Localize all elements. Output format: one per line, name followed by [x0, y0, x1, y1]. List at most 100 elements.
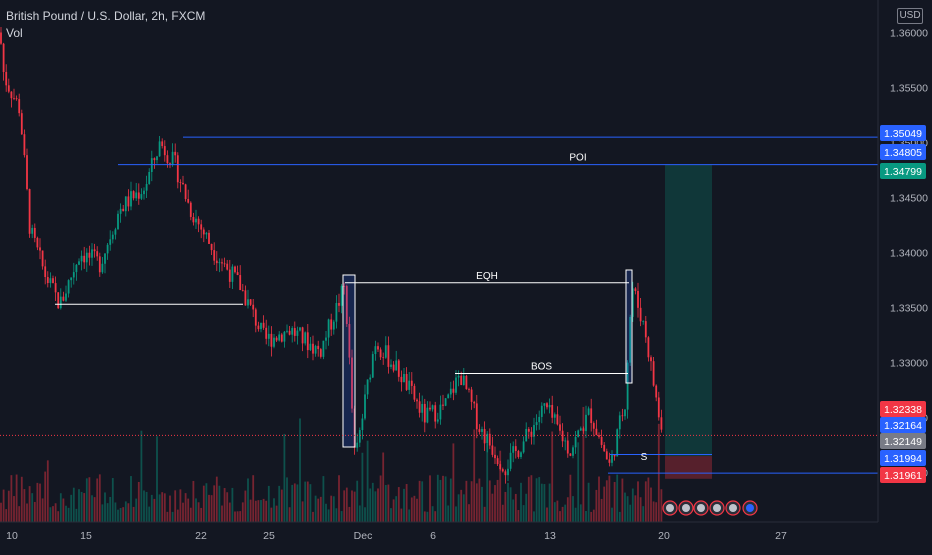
volume-bar: [442, 475, 444, 522]
volume-bar: [569, 474, 572, 522]
volume-bar: [278, 485, 281, 522]
volume-bar: [509, 487, 512, 522]
candle: [423, 403, 426, 423]
volume-bar: [478, 478, 481, 522]
order-block-box: [342, 274, 356, 448]
volume-bar: [340, 511, 343, 522]
candle: [319, 349, 322, 357]
volume-bar: [85, 478, 88, 522]
volume-bar: [59, 493, 62, 522]
candle: [273, 337, 275, 347]
candle: [660, 417, 663, 430]
volume-bar: [356, 480, 359, 522]
candle: [33, 227, 36, 238]
candle: [553, 414, 556, 418]
volume-bar: [603, 486, 606, 522]
volume-bar: [325, 503, 327, 522]
event-flag-icon: [666, 504, 674, 512]
candle: [387, 345, 390, 367]
volume-bar: [83, 493, 86, 522]
candle: [137, 192, 140, 199]
volume-bar: [572, 496, 574, 522]
volume-bar: [338, 475, 340, 522]
candle: [509, 452, 512, 469]
event-flag-icon: [746, 504, 754, 512]
axes: 1.320001.325001.330001.335001.340001.345…: [0, 0, 928, 542]
candle: [301, 327, 304, 344]
stop-loss-zone: [665, 456, 712, 479]
volume-bar: [600, 498, 603, 522]
candle: [442, 404, 444, 406]
candle: [366, 379, 369, 395]
volume-bar: [553, 502, 556, 522]
volume-bar: [439, 479, 442, 522]
candle: [210, 243, 213, 251]
candle: [0, 32, 2, 44]
candle: [449, 388, 452, 395]
candle: [293, 328, 296, 336]
volume-bar: [631, 488, 634, 522]
volume-bar: [143, 490, 145, 522]
candle: [104, 253, 106, 264]
candle: [317, 345, 320, 350]
candle: [520, 452, 522, 457]
candle: [93, 249, 96, 252]
candle: [540, 405, 543, 417]
candle: [221, 262, 223, 264]
volume-bar: [330, 495, 333, 522]
volume-bar: [213, 485, 216, 522]
candle: [195, 218, 197, 223]
candle: [327, 319, 330, 338]
candle: [101, 263, 104, 273]
volume-bar: [241, 502, 244, 522]
candle: [205, 232, 208, 235]
volume-bar: [262, 498, 265, 522]
candle: [561, 430, 564, 442]
currency-button[interactable]: USD: [897, 8, 923, 24]
candle: [91, 249, 93, 258]
candle: [130, 191, 132, 207]
candle: [171, 151, 174, 166]
highlight-boxes: [342, 269, 633, 448]
volume-bar: [465, 480, 468, 522]
candle: [473, 401, 476, 404]
volume-bar: [595, 489, 598, 522]
candle: [348, 323, 351, 358]
candle: [291, 328, 294, 335]
candle: [23, 134, 26, 156]
candle: [535, 422, 538, 426]
candle: [538, 416, 541, 423]
candle: [582, 428, 585, 432]
volume-bar: [616, 474, 619, 522]
candle: [390, 364, 392, 367]
volume-bar: [585, 510, 587, 522]
volume-bar: [382, 452, 385, 522]
candle: [26, 155, 28, 190]
volume-bar: [418, 480, 421, 522]
volume-bar: [353, 491, 356, 522]
volume-bar: [650, 487, 652, 522]
volume-bar: [18, 506, 21, 522]
candle: [413, 385, 416, 400]
volume-bar: [163, 493, 166, 522]
volume-bar: [535, 478, 538, 522]
candle: [299, 327, 301, 331]
candle: [465, 375, 468, 390]
volume-bar: [239, 511, 242, 522]
candle: [10, 91, 13, 99]
candle: [278, 334, 281, 341]
candle: [564, 440, 567, 442]
volume-bar: [405, 484, 408, 522]
candle: [286, 330, 288, 332]
volume-bar: [374, 491, 377, 522]
volume-bar: [530, 475, 533, 522]
candle: [304, 332, 307, 344]
candle: [332, 321, 335, 330]
candle: [252, 304, 255, 310]
volume-bar: [345, 487, 348, 522]
candle: [114, 229, 117, 235]
candle: [616, 429, 619, 457]
candle: [275, 337, 278, 341]
